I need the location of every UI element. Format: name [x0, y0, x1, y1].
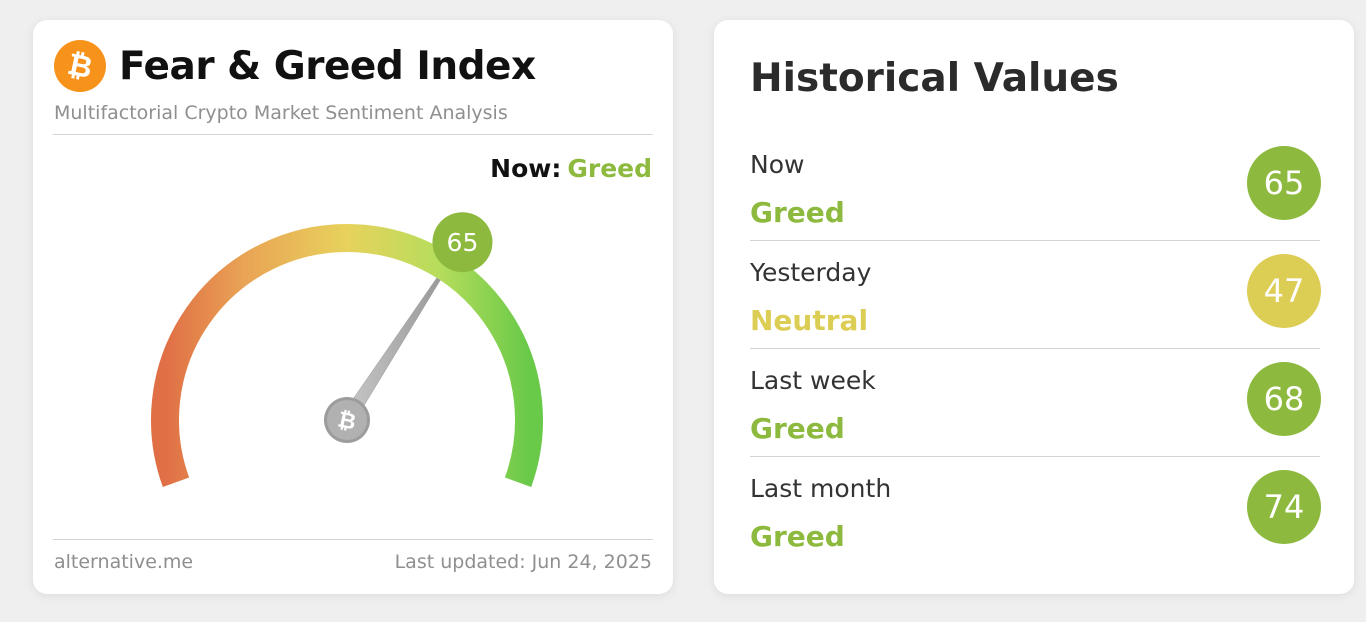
divider: [53, 134, 653, 135]
history-value-badge: 47: [1247, 254, 1321, 328]
history-classification: Greed: [750, 520, 845, 553]
history-label: Last week: [750, 366, 876, 395]
history-value-badge: 74: [1247, 470, 1321, 544]
historical-values-card: Historical Values Now Greed 65 Yesterday…: [714, 20, 1354, 594]
divider: [750, 240, 1320, 241]
divider: [750, 456, 1320, 457]
divider: [750, 348, 1320, 349]
history-classification: Greed: [750, 196, 845, 229]
history-row-last-month: Last month Greed 74: [750, 470, 1321, 582]
sentiment-gauge: ₿ 65: [151, 212, 543, 488]
history-row-now: Now Greed 65: [750, 146, 1321, 258]
divider: [53, 539, 653, 540]
history-classification: Greed: [750, 412, 845, 445]
last-updated: Last updated: Jun 24, 2025: [394, 551, 652, 573]
bitcoin-icon: ₿: [54, 40, 106, 92]
now-classification: Greed: [567, 154, 652, 183]
historical-title: Historical Values: [750, 56, 1119, 101]
source-link[interactable]: alternative.me: [54, 551, 194, 573]
history-label: Last month: [750, 474, 892, 503]
fear-greed-card: ₿ Fear & Greed Index Multifactorial Cryp…: [33, 20, 673, 594]
history-label: Yesterday: [750, 258, 872, 287]
now-status: Now: Greed: [490, 154, 652, 183]
svg-text:₿: ₿: [335, 407, 358, 435]
history-value-badge: 65: [1247, 146, 1321, 220]
history-value-badge: 68: [1247, 362, 1321, 436]
history-label: Now: [750, 150, 805, 179]
gauge-value-badge: 65: [432, 212, 493, 273]
history-classification: Neutral: [750, 304, 869, 337]
gauge-value: 65: [447, 228, 479, 257]
page-title: Fear & Greed Index: [119, 44, 536, 89]
gauge-arc: [151, 224, 543, 488]
needle-hub-bitcoin-icon: ₿: [324, 397, 370, 443]
subtitle: Multifactorial Crypto Market Sentiment A…: [54, 102, 508, 124]
now-label: Now:: [490, 154, 562, 183]
history-row-last-week: Last week Greed 68: [750, 362, 1321, 474]
history-row-yesterday: Yesterday Neutral 47: [750, 254, 1321, 366]
